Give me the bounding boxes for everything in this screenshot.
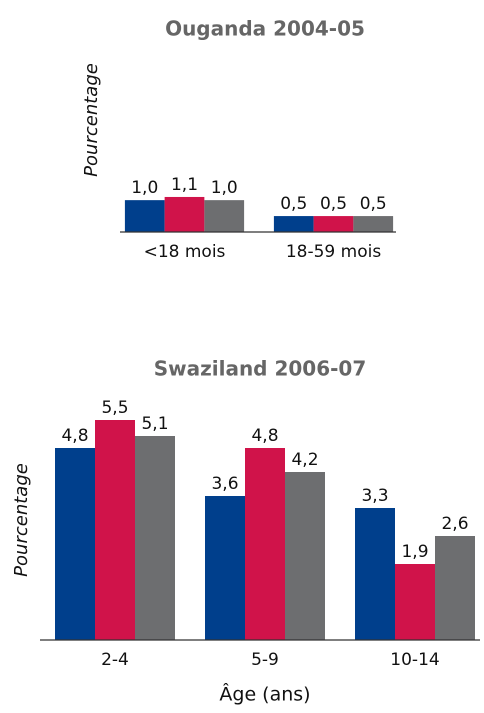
bar xyxy=(164,196,205,232)
data-label: 5,1 xyxy=(141,414,168,434)
y-axis-label: Pourcentage xyxy=(81,63,102,177)
chart-title: Swaziland 2006-07 xyxy=(154,357,367,381)
data-label: 1,1 xyxy=(171,175,198,195)
bar xyxy=(204,200,245,232)
y-axis-label: Pourcentage xyxy=(11,463,32,577)
data-label: 5,5 xyxy=(101,398,128,418)
data-label: 1,9 xyxy=(401,542,428,562)
data-label: 2,6 xyxy=(441,514,468,534)
bar xyxy=(245,448,285,640)
x-tick-label: 18-59 mois xyxy=(286,242,381,262)
bar xyxy=(55,448,95,640)
bar xyxy=(95,420,135,640)
bar xyxy=(435,536,475,640)
data-label: 1,0 xyxy=(211,178,238,198)
x-tick-label: <18 mois xyxy=(144,242,226,262)
x-tick-label: 10-14 xyxy=(390,650,439,670)
data-label: 0,5 xyxy=(320,194,347,214)
data-label: 4,2 xyxy=(291,450,318,470)
data-label: 0,5 xyxy=(280,194,307,214)
bar xyxy=(355,508,395,640)
data-label: 3,6 xyxy=(211,474,238,494)
data-label: 4,8 xyxy=(61,426,88,446)
data-label: 3,3 xyxy=(361,486,388,506)
bar xyxy=(285,472,325,640)
data-label: 1,0 xyxy=(131,178,158,198)
bar xyxy=(395,564,435,640)
x-axis-label: Âge (ans) xyxy=(219,683,310,706)
data-label: 4,8 xyxy=(251,426,278,446)
data-label: 0,5 xyxy=(360,194,387,214)
x-tick-label: 5-9 xyxy=(251,650,279,670)
x-tick-label: 2-4 xyxy=(101,650,129,670)
bar xyxy=(135,436,175,640)
bar xyxy=(313,216,354,232)
bar xyxy=(353,216,394,232)
bar xyxy=(124,200,165,232)
chart-title: Ouganda 2004-05 xyxy=(165,17,365,41)
bar xyxy=(273,216,314,232)
bar xyxy=(205,496,245,640)
